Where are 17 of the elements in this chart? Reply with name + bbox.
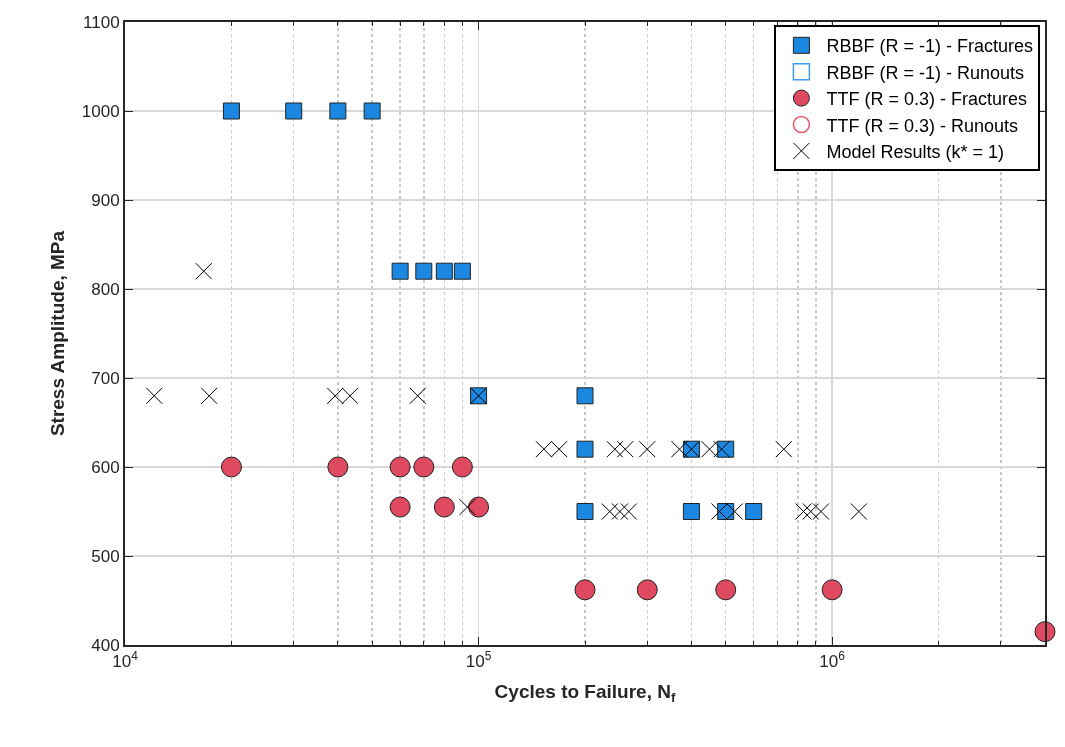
x-axis-title: Cycles to Failure, N$_{f}$ xyxy=(494,680,676,705)
y-tick-label: 800 xyxy=(91,279,120,299)
y-tick-label: 600 xyxy=(91,457,120,477)
y-tick-label: 700 xyxy=(91,368,120,388)
y-tick-label: 500 xyxy=(91,546,120,566)
y-tick-label: 1000 xyxy=(81,101,120,121)
legend-label: TTF (R = 0.3) - Runouts xyxy=(826,115,1018,136)
legend-label: TTF (R = 0.3) - Fractures xyxy=(826,89,1027,110)
x-tick-label: 10$^{5}$ xyxy=(465,649,492,672)
legend-label: RBBF (R = -1) - Fractures xyxy=(826,36,1033,57)
legend-label: RBBF (R = -1) - Runouts xyxy=(826,62,1024,83)
y-tick-label: 900 xyxy=(91,190,120,210)
y-axis-title: Stress Amplitude, MPa xyxy=(47,230,69,437)
legend-label: Model Results (k* = 1) xyxy=(826,141,1004,162)
y-tick-label: 1100 xyxy=(83,12,120,32)
x-tick-label: 10$^{6}$ xyxy=(819,649,846,672)
y-tick-label: 400 xyxy=(91,635,120,655)
